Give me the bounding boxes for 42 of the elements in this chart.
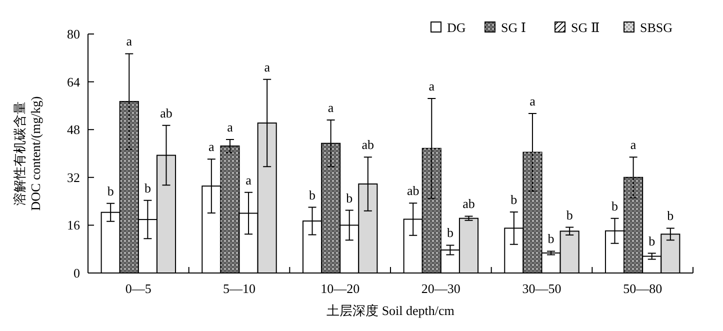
x-tick-label: 20—30 bbox=[421, 281, 460, 296]
y-tick-label: 48 bbox=[67, 122, 80, 138]
annotation: a bbox=[208, 139, 215, 154]
y-tick-label: 32 bbox=[67, 170, 80, 185]
annotation: a bbox=[227, 119, 234, 134]
y-tick-label: 80 bbox=[67, 26, 80, 42]
annotation: b bbox=[667, 208, 674, 224]
annotation: a bbox=[264, 59, 270, 74]
annotation: b bbox=[346, 190, 353, 206]
annotation: b bbox=[648, 233, 656, 248]
y-tick-label: 64 bbox=[67, 74, 80, 90]
annotation: ab bbox=[160, 105, 172, 120]
y-tick-label: 16 bbox=[67, 218, 80, 233]
x-tick-label: 50—80 bbox=[623, 281, 662, 296]
legend-label: SG Ⅱ bbox=[571, 20, 600, 35]
x-tick-label: 5—10 bbox=[223, 281, 256, 296]
annotation: a bbox=[126, 34, 132, 49]
annotation: a bbox=[630, 137, 636, 152]
annotation: b bbox=[612, 198, 618, 214]
annotation: a bbox=[328, 100, 334, 116]
annotation: b bbox=[107, 183, 114, 198]
x-axis-title: 土层深度 Soil depth/cm bbox=[326, 303, 454, 318]
legend-label: DG bbox=[447, 20, 466, 35]
annotation: b bbox=[510, 192, 518, 208]
x-tick-label: 0—5 bbox=[125, 281, 152, 296]
annotation: a bbox=[428, 78, 435, 94]
annotation: a bbox=[246, 172, 252, 188]
annotation: ab bbox=[462, 196, 475, 212]
annotation: b bbox=[446, 225, 454, 240]
annotation: b bbox=[309, 187, 316, 202]
annotation: b bbox=[144, 180, 151, 196]
annotation: b bbox=[566, 207, 573, 222]
annotation: ab bbox=[406, 183, 420, 198]
annotation: ab bbox=[362, 137, 374, 152]
y-tick-label: 0 bbox=[74, 266, 80, 280]
y-axis-title: 溶解性有机碳含量 DOC content/(mg/kg) bbox=[12, 96, 43, 211]
legend-label: SG Ⅰ bbox=[501, 20, 526, 35]
annotation: b bbox=[548, 231, 554, 246]
legend-label: SBSG bbox=[640, 20, 673, 35]
x-tick-label: 10—20 bbox=[320, 281, 360, 296]
x-tick-label: 30—50 bbox=[522, 281, 562, 296]
annotation: a bbox=[530, 93, 536, 108]
